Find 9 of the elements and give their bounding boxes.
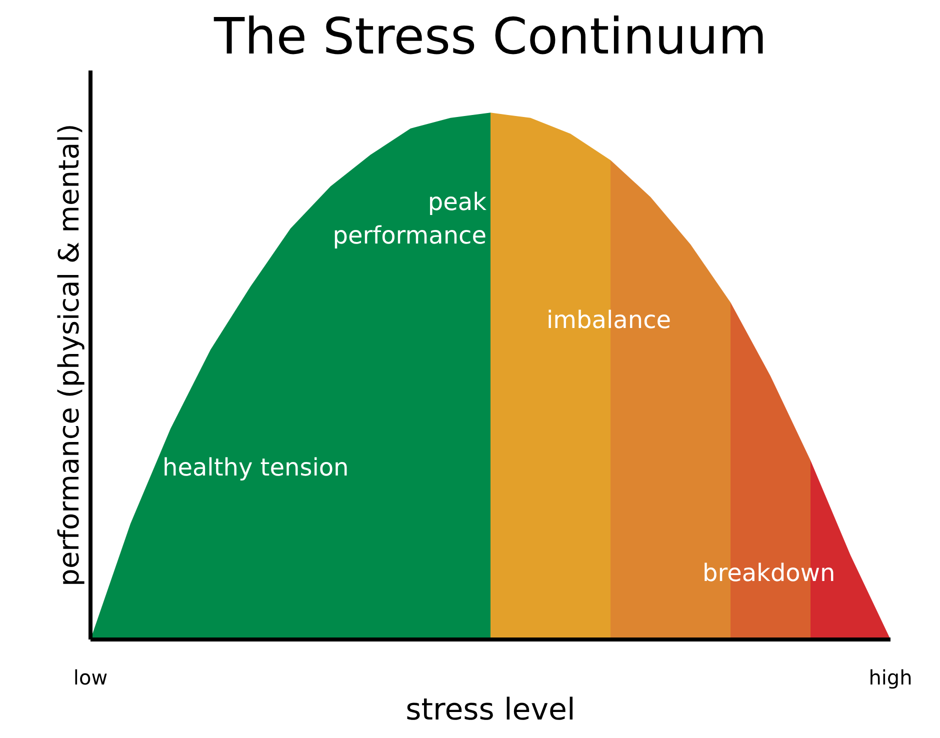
- chart-title: The Stress Continuum: [213, 8, 767, 66]
- annotation: healthy tension: [162, 453, 349, 482]
- annotation: breakdown: [702, 558, 836, 587]
- annotation: imbalance: [546, 306, 672, 334]
- y-axis-title: performance (physical & mental): [52, 124, 86, 586]
- annotation: peak performance: [332, 188, 487, 250]
- x-axis-title: stress level: [406, 692, 576, 728]
- x-tick-label: low: [73, 666, 108, 690]
- x-tick-label: high: [868, 666, 912, 690]
